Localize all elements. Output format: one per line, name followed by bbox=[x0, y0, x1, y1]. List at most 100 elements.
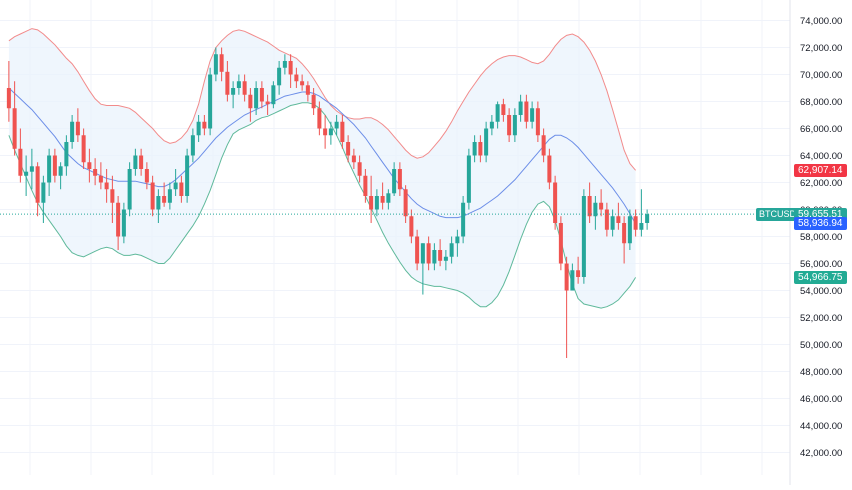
candle-body[interactable] bbox=[156, 196, 161, 210]
candle-body[interactable] bbox=[127, 169, 132, 210]
candle-body[interactable] bbox=[472, 142, 477, 156]
candle[interactable] bbox=[461, 196, 466, 244]
candle-body[interactable] bbox=[87, 162, 92, 169]
candle[interactable] bbox=[558, 216, 563, 271]
candle-body[interactable] bbox=[369, 196, 374, 210]
candle[interactable] bbox=[47, 148, 52, 196]
candle[interactable] bbox=[300, 74, 305, 91]
candle-body[interactable] bbox=[604, 209, 609, 230]
candle[interactable] bbox=[415, 229, 420, 271]
candle[interactable] bbox=[409, 209, 414, 244]
candle-body[interactable] bbox=[420, 243, 425, 264]
candle[interactable] bbox=[346, 135, 351, 163]
candle[interactable] bbox=[70, 115, 75, 149]
candle[interactable] bbox=[294, 67, 299, 88]
candle[interactable] bbox=[438, 239, 443, 267]
candle[interactable] bbox=[317, 101, 322, 136]
candle[interactable] bbox=[12, 81, 17, 156]
candle-body[interactable] bbox=[610, 216, 615, 230]
candle-body[interactable] bbox=[300, 81, 305, 86]
candle[interactable] bbox=[489, 115, 494, 136]
candle-body[interactable] bbox=[185, 155, 190, 197]
candle[interactable] bbox=[104, 169, 109, 203]
candle-body[interactable] bbox=[242, 81, 247, 95]
candle-body[interactable] bbox=[311, 94, 316, 109]
candle[interactable] bbox=[156, 189, 161, 223]
candle-body[interactable] bbox=[144, 169, 149, 183]
candle-body[interactable] bbox=[328, 128, 333, 136]
candle[interactable] bbox=[52, 148, 57, 183]
candle-body[interactable] bbox=[547, 155, 552, 183]
candle[interactable] bbox=[622, 216, 627, 264]
candle[interactable] bbox=[231, 81, 236, 109]
candle-body[interactable] bbox=[236, 81, 241, 88]
candle[interactable] bbox=[225, 61, 230, 102]
candle-body[interactable] bbox=[179, 182, 184, 197]
candle[interactable] bbox=[213, 47, 218, 82]
candle[interactable] bbox=[323, 115, 328, 149]
candle[interactable] bbox=[587, 182, 592, 224]
candle[interactable] bbox=[599, 189, 604, 217]
candle-body[interactable] bbox=[70, 121, 75, 142]
candle-body[interactable] bbox=[645, 214, 650, 223]
candle-body[interactable] bbox=[271, 85, 276, 105]
candle-body[interactable] bbox=[323, 128, 328, 136]
candle-body[interactable] bbox=[639, 223, 644, 230]
candle[interactable] bbox=[357, 155, 362, 183]
candle[interactable] bbox=[29, 148, 34, 190]
candle-body[interactable] bbox=[162, 196, 167, 203]
candle-body[interactable] bbox=[225, 71, 230, 95]
candle-body[interactable] bbox=[466, 155, 471, 203]
candle-body[interactable] bbox=[167, 189, 172, 203]
candle[interactable] bbox=[98, 162, 103, 190]
candle[interactable] bbox=[432, 243, 437, 271]
candle[interactable] bbox=[530, 101, 535, 129]
candle-body[interactable] bbox=[294, 74, 299, 82]
candle[interactable] bbox=[162, 182, 167, 207]
candle-body[interactable] bbox=[374, 196, 379, 210]
candle-body[interactable] bbox=[397, 169, 402, 190]
candle[interactable] bbox=[553, 175, 558, 230]
candle-body[interactable] bbox=[392, 169, 397, 194]
candle[interactable] bbox=[185, 148, 190, 203]
candle-body[interactable] bbox=[415, 236, 420, 264]
candle-body[interactable] bbox=[18, 148, 23, 176]
candle-body[interactable] bbox=[340, 121, 345, 142]
candle[interactable] bbox=[328, 121, 333, 145]
candle-body[interactable] bbox=[52, 155, 57, 176]
candle-body[interactable] bbox=[541, 135, 546, 156]
candle[interactable] bbox=[190, 128, 195, 163]
candle-body[interactable] bbox=[599, 202, 604, 210]
candle[interactable] bbox=[305, 81, 310, 102]
candle-body[interactable] bbox=[386, 193, 391, 203]
candle-body[interactable] bbox=[29, 166, 34, 172]
candle[interactable] bbox=[236, 74, 241, 95]
candle-body[interactable] bbox=[576, 270, 581, 277]
candle-body[interactable] bbox=[6, 88, 11, 109]
candle[interactable] bbox=[173, 169, 178, 196]
candle-body[interactable] bbox=[484, 128, 489, 156]
candle-body[interactable] bbox=[512, 115, 517, 136]
candle-body[interactable] bbox=[259, 88, 264, 102]
candle[interactable] bbox=[581, 189, 586, 284]
candle[interactable] bbox=[507, 108, 512, 142]
candle[interactable] bbox=[6, 61, 11, 122]
candle-body[interactable] bbox=[530, 108, 535, 122]
candle[interactable] bbox=[87, 148, 92, 183]
candle[interactable] bbox=[219, 47, 224, 82]
candle-body[interactable] bbox=[75, 121, 80, 136]
candle-body[interactable] bbox=[139, 155, 144, 170]
candle-body[interactable] bbox=[110, 189, 115, 203]
candle-body[interactable] bbox=[518, 101, 523, 116]
candle-body[interactable] bbox=[593, 202, 598, 217]
candle[interactable] bbox=[271, 81, 276, 109]
candle[interactable] bbox=[392, 162, 397, 196]
candle-body[interactable] bbox=[190, 135, 195, 156]
candle-body[interactable] bbox=[334, 121, 339, 129]
candle-body[interactable] bbox=[150, 182, 155, 210]
candle-body[interactable] bbox=[104, 182, 109, 190]
candle-body[interactable] bbox=[196, 121, 201, 136]
candle-body[interactable] bbox=[282, 61, 287, 68]
candle-body[interactable] bbox=[288, 61, 293, 75]
